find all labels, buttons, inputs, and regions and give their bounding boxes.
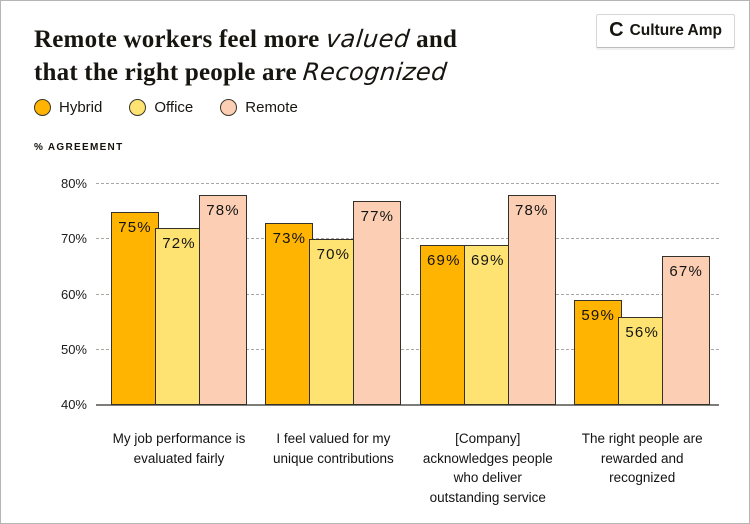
bar-group-2: 73% 70% 77% <box>265 173 402 405</box>
legend-item-office: Office <box>129 99 193 116</box>
bar-value-label: 72% <box>162 235 196 252</box>
bar-office: 56% <box>618 317 667 405</box>
bar-value-label: 69% <box>426 252 461 269</box>
bar-value-label: 59% <box>581 307 615 324</box>
bar-value-label: 56% <box>625 324 659 341</box>
bar-group-3: 69% 69% 78% <box>419 173 556 405</box>
title-line1-end-text: and <box>416 26 458 53</box>
y-tick-label-50: 50% <box>60 341 87 357</box>
x-category-label-2: I feel valued for my unique contribution… <box>272 431 394 466</box>
bar-hybrid: 59% <box>574 300 623 405</box>
gridline-60 <box>96 293 719 295</box>
legend-label: Hybrid <box>59 99 103 116</box>
bar-value-label: 77% <box>360 208 395 225</box>
title-line2-text: that the right people are <box>34 59 297 86</box>
x-axis-baseline <box>96 404 719 406</box>
x-category-label-1: My job performance is evaluated fairly <box>112 431 246 466</box>
title-line2-script-word: Recognized <box>301 58 449 86</box>
brand-name: Culture Amp <box>629 22 722 39</box>
brand-badge: C Culture Amp <box>596 14 735 48</box>
bar-value-label: 78% <box>206 202 240 219</box>
culture-amp-logo-icon: C <box>609 19 624 41</box>
y-tick-label-80: 80% <box>60 176 87 192</box>
bar-remote: 78% <box>507 195 556 405</box>
bar-value-label: 70% <box>316 246 351 263</box>
x-category-label-3: [Company] acknowledges people who delive… <box>422 431 553 505</box>
bar-group-1: 75% 72% 78% <box>111 173 247 405</box>
bar-value-label: 69% <box>470 252 505 269</box>
bar-hybrid: 75% <box>111 212 159 405</box>
bar-value-label: 75% <box>118 219 152 236</box>
legend-item-remote: Remote <box>220 99 298 116</box>
page-title: Remote workers feel more valued and that… <box>34 23 614 89</box>
bar-hybrid: 69% <box>419 245 468 405</box>
gridline-80 <box>96 183 719 185</box>
title-line1-text: Remote workers feel more <box>34 26 320 53</box>
bar-value-label: 73% <box>272 230 307 247</box>
bar-remote: 78% <box>199 195 247 405</box>
y-axis-title: % AGREEMENT <box>34 142 124 153</box>
gridline-50 <box>96 348 719 350</box>
bar-remote: 67% <box>662 256 711 405</box>
bar-office: 70% <box>309 239 358 405</box>
bar-remote: 77% <box>353 201 402 405</box>
legend-label: Office <box>154 99 194 116</box>
y-tick-label-40: 40% <box>60 397 87 412</box>
gridline-70 <box>96 238 719 240</box>
legend-swatch-remote-icon <box>220 99 238 116</box>
legend-item-hybrid: Hybrid <box>34 99 102 116</box>
legend-label: Remote <box>245 99 298 116</box>
title-line1-script-word: valued <box>324 25 412 53</box>
bar-value-label: 78% <box>514 202 549 219</box>
x-category-label-4: The right people are rewarded and recogn… <box>581 431 703 485</box>
y-tick-label-60: 60% <box>60 286 87 302</box>
legend-swatch-office-icon <box>129 99 147 116</box>
chart-legend: Hybrid Office Remote <box>34 99 298 116</box>
plot-area: 75% 72% 78% 73% 70% 77% 69% 69% 78% 59% 56% 67% <box>96 173 719 406</box>
bar-office: 69% <box>463 245 512 405</box>
y-tick-label-70: 70% <box>60 231 87 247</box>
legend-swatch-hybrid-icon <box>34 99 51 116</box>
bar-group-4: 59% 56% 67% <box>574 173 711 405</box>
bar-office: 72% <box>155 228 203 405</box>
bar-value-label: 67% <box>669 263 703 280</box>
bar-hybrid: 73% <box>265 223 314 405</box>
